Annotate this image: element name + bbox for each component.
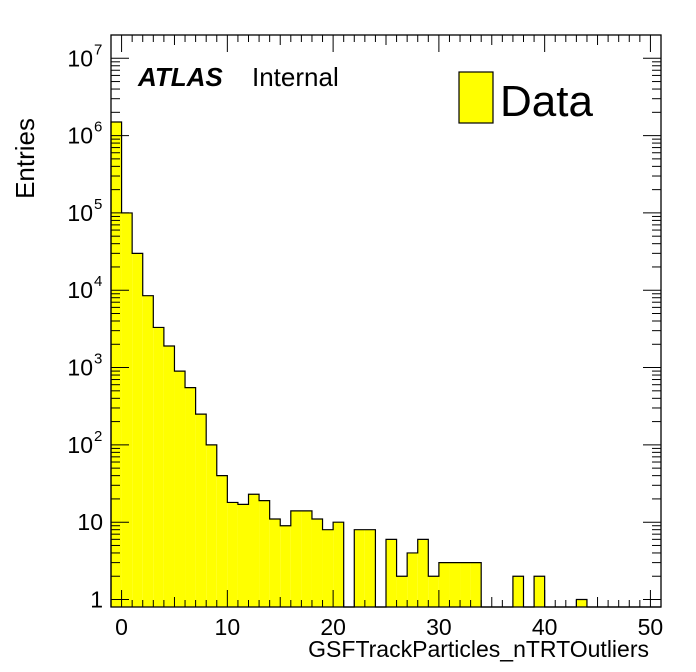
histogram-bar	[534, 576, 545, 607]
y-axis-title: Entries	[10, 118, 40, 199]
x-tick-label: 40	[532, 614, 558, 640]
x-tick-label: 0	[115, 614, 128, 640]
histogram-bar	[290, 510, 302, 607]
histogram-bar	[280, 525, 291, 607]
histogram-bar	[121, 212, 133, 607]
y-tick-label: 10	[77, 509, 103, 535]
histogram-bar	[407, 552, 418, 607]
histogram-bar	[449, 562, 461, 607]
histogram-bar	[153, 327, 164, 607]
histogram-bar	[333, 522, 344, 607]
histogram-bar	[185, 387, 196, 607]
histogram-bar	[248, 494, 260, 607]
internal-label: Internal	[252, 62, 339, 92]
x-tick-label: 20	[320, 614, 346, 640]
y-tick-exponent: 3	[94, 351, 102, 368]
histogram-bar	[396, 576, 408, 607]
atlas-label: ATLAS	[137, 62, 223, 92]
histogram-bar	[132, 253, 143, 607]
histogram-bar	[428, 576, 439, 607]
histogram-bar	[259, 500, 270, 607]
histogram-bar	[311, 518, 323, 607]
histogram-bar	[301, 510, 312, 607]
histogram-bar	[269, 518, 281, 607]
histogram-bar	[354, 529, 365, 607]
y-tick-label: 10	[67, 45, 93, 71]
y-tick-exponent: 4	[94, 273, 102, 290]
histogram-bar	[438, 562, 450, 607]
legend-label-data: Data	[500, 77, 593, 126]
histogram-bar	[470, 562, 482, 607]
x-axis-title: GSFTrackParticles_nTRTOutliers	[308, 636, 649, 662]
y-tick-label: 10	[67, 277, 93, 303]
histogram-bar	[195, 414, 207, 607]
histogram-bar	[322, 529, 334, 607]
histogram-bar	[206, 444, 217, 607]
y-tick-label: 10	[67, 123, 93, 149]
x-axis-ticks: 0 10 20 30 40 50	[110, 35, 664, 640]
y-tick-label: 10	[67, 200, 93, 226]
y-axis-ticks	[111, 34, 661, 601]
histogram-bar	[512, 576, 524, 607]
histogram-bar	[174, 371, 186, 607]
y-tick-label: 10	[67, 355, 93, 381]
histogram-bar	[227, 502, 238, 607]
legend-swatch	[458, 71, 494, 124]
x-tick-label: 30	[426, 614, 452, 640]
y-tick-exponent: 5	[94, 196, 102, 213]
x-tick-label: 10	[215, 614, 241, 640]
histogram-bar	[163, 345, 175, 607]
y-tick-label: 1	[90, 587, 103, 613]
histogram-bar	[364, 529, 376, 607]
y-tick-exponent: 7	[94, 41, 102, 58]
y-tick-exponent: 2	[94, 428, 102, 445]
histogram-bar	[576, 599, 587, 607]
histogram-bars	[110, 121, 661, 608]
y-tick-label: 10	[67, 432, 93, 458]
histogram-bar	[216, 475, 228, 607]
x-tick-label: 50	[638, 614, 664, 640]
histogram-bar	[142, 295, 154, 607]
y-tick-exponent: 6	[94, 119, 102, 136]
histogram-bar	[111, 121, 122, 607]
histogram-bar	[237, 504, 249, 607]
histogram-bar	[460, 562, 471, 607]
histogram-bar	[417, 539, 429, 607]
histogram-bar	[386, 539, 397, 607]
